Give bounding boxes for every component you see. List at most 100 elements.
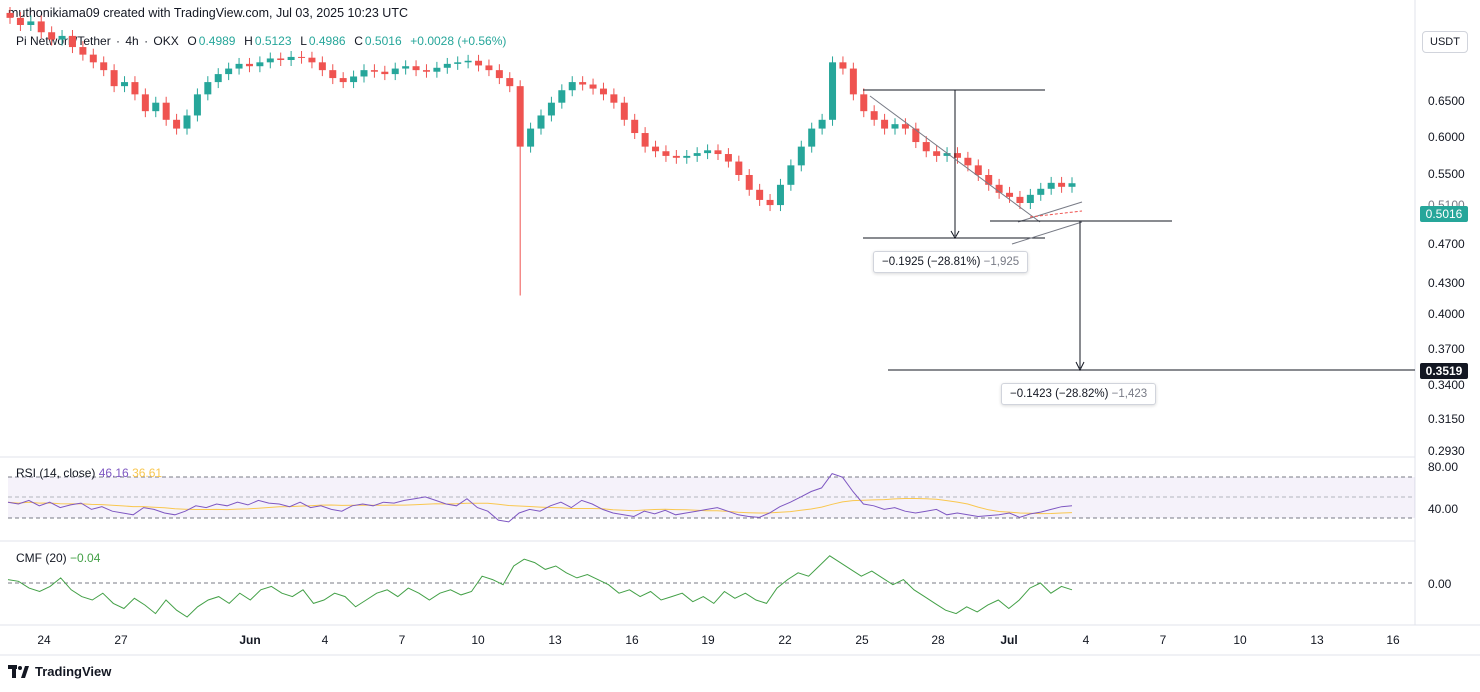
- symbol-interval[interactable]: 4h: [125, 34, 139, 48]
- candle-body: [422, 70, 430, 72]
- change-value: +0.0028 (+0.56%): [410, 34, 507, 48]
- rsi-value: 46.16: [98, 466, 129, 480]
- currency-button[interactable]: USDT: [1422, 31, 1468, 53]
- candle-body: [162, 102, 170, 120]
- candle-body: [776, 184, 784, 206]
- candle-body: [433, 67, 441, 72]
- last-price-tag: 0.5016: [1420, 206, 1468, 222]
- candle-body: [183, 115, 191, 129]
- candle-body: [995, 184, 1003, 193]
- candle-body: [631, 119, 639, 134]
- candle-body: [225, 68, 233, 75]
- candle-body: [724, 154, 732, 162]
- measure-2-bars: −1,423: [1111, 388, 1148, 400]
- time-axis-label: 25: [855, 633, 869, 647]
- candle-body: [277, 58, 285, 61]
- cmf-level-label: 0.00: [1428, 577, 1452, 591]
- time-axis-label: 13: [548, 633, 562, 647]
- symbol-legend[interactable]: Pi Network/Tether · 4h · OKX O 0.4989 H 0.…: [16, 34, 507, 48]
- low-label: L: [300, 34, 307, 48]
- price-label: 0.2930: [1428, 444, 1465, 458]
- candle-body: [787, 165, 795, 185]
- candle-body: [693, 153, 701, 156]
- measure-label-1[interactable]: −0.1925 (−28.81%) −1,925: [873, 251, 1029, 273]
- time-axis-label: 22: [778, 633, 792, 647]
- candle-body: [152, 102, 160, 112]
- candle-body: [953, 153, 961, 158]
- candle-body: [100, 62, 108, 71]
- candle-body: [370, 70, 378, 72]
- price-label: 0.6000: [1428, 130, 1465, 144]
- rsi-ma-line: [7, 498, 1073, 515]
- symbol-name[interactable]: Pi Network/Tether: [16, 34, 111, 48]
- high-value: 0.5123: [254, 34, 292, 48]
- price-label: 0.4700: [1428, 237, 1465, 251]
- candle-body: [974, 165, 982, 175]
- time-axis-label: Jul: [1000, 633, 1018, 647]
- candle-body: [912, 128, 920, 143]
- measure-drawing-1[interactable]: [863, 89, 1045, 240]
- time-axis-label: 28: [931, 633, 945, 647]
- candle-body: [662, 151, 670, 156]
- candle-body: [121, 82, 129, 87]
- candle-body: [68, 35, 76, 48]
- candle-body: [79, 47, 87, 55]
- measure-1-value: −0.1925 (−28.81%): [882, 256, 981, 268]
- candle-body: [1016, 196, 1024, 204]
- candle-body: [48, 32, 56, 40]
- low-value: 0.4986: [308, 34, 346, 48]
- time-axis-label: 27: [114, 633, 128, 647]
- candle-body: [37, 21, 45, 33]
- candle-body: [839, 62, 847, 69]
- candle-body: [235, 63, 243, 69]
- candle-body: [652, 146, 660, 152]
- trendline-wedge[interactable]: [869, 95, 1083, 245]
- time-axis-label: 4: [1082, 633, 1090, 647]
- candle-body: [985, 174, 993, 185]
- tradingview-logo[interactable]: TradingView: [8, 664, 111, 679]
- time-axis-label: 7: [398, 633, 406, 647]
- time-axis-label: 13: [1310, 633, 1324, 647]
- candle-body: [620, 102, 628, 120]
- candle-body: [495, 70, 503, 79]
- open-label: O: [187, 34, 197, 48]
- tradingview-logo-icon: [8, 664, 29, 678]
- measure-label-2[interactable]: −0.1423 (−28.82%) −1,423: [1001, 383, 1157, 405]
- candle-body: [141, 94, 149, 112]
- candle-body: [870, 111, 878, 120]
- price-label: 0.3700: [1428, 342, 1465, 356]
- open-value: 0.4989: [198, 34, 236, 48]
- chart-header-text: muthonikiama09 created with TradingView.…: [8, 6, 408, 20]
- time-axis-label: 24: [37, 633, 51, 647]
- price-label: 0.3400: [1428, 378, 1465, 392]
- candle-body: [1047, 182, 1055, 189]
- time-axis-label: 19: [701, 633, 715, 647]
- rsi-legend[interactable]: RSI (14, close) 46.16 36.61: [16, 466, 162, 480]
- cmf-legend[interactable]: CMF (20) −0.04: [16, 551, 100, 565]
- candle-body: [454, 62, 462, 64]
- candle-body: [193, 94, 201, 116]
- candle-body: [256, 62, 264, 67]
- candle-body: [1037, 188, 1045, 195]
- candle-body: [964, 157, 972, 166]
- candle-body: [714, 150, 722, 155]
- candle-body: [735, 161, 743, 175]
- candle-body: [485, 65, 493, 71]
- high-label: H: [244, 34, 253, 48]
- candlestick-series: [6, 7, 1076, 296]
- candle-body: [402, 66, 410, 69]
- candle-body: [568, 82, 576, 91]
- measure-drawing-2[interactable]: [888, 220, 1415, 372]
- candle-body: [558, 90, 566, 103]
- candle-body: [829, 62, 837, 120]
- candle-body: [339, 78, 347, 83]
- candle-body: [506, 78, 514, 87]
- candle-body: [808, 128, 816, 147]
- candle-body: [266, 58, 274, 63]
- close-label: C: [354, 34, 363, 48]
- candle-body: [475, 60, 483, 66]
- time-axis-label: Jun: [239, 633, 261, 647]
- candle-body: [1026, 194, 1034, 204]
- candle-body: [527, 128, 535, 147]
